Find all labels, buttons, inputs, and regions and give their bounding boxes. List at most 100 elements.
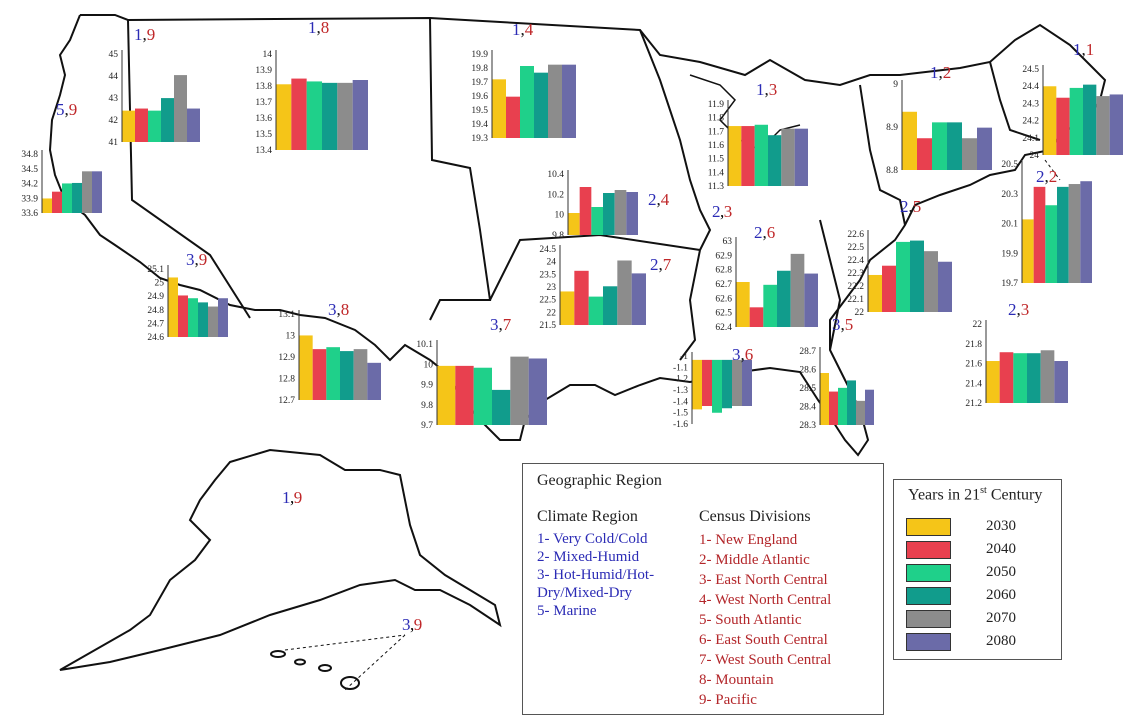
bar-2070 (732, 359, 742, 406)
tick-label: -1.6 (673, 420, 688, 430)
tick-label: 19.8 (471, 64, 488, 74)
bar-2050 (148, 110, 161, 142)
year-swatch (906, 541, 951, 559)
region-label: 3,7 (490, 315, 512, 334)
bar-2030 (568, 213, 580, 235)
bar-2080 (977, 127, 992, 170)
tick-label: 10.2 (547, 190, 564, 200)
tick-label: 13.1 (278, 310, 295, 320)
bar-2070 (790, 253, 805, 327)
bar-2070 (337, 82, 353, 150)
us-map-outline (48, 14, 1107, 691)
bar-2080 (528, 358, 547, 425)
chart-1-2: 9 8.9 8.8 1,2 (886, 63, 992, 176)
tick-label: 22.5 (539, 296, 556, 306)
bar-2060 (947, 122, 962, 170)
bar-2060 (1057, 186, 1069, 283)
tick-label: 28.5 (799, 384, 816, 394)
bar-2050 (754, 124, 768, 186)
chart-3-5: 28.7 28.6 28.5 28.4 28.3 3,5 (799, 315, 874, 431)
chart-3-9: 25.1 25 24.9 24.8 24.7 24.6 3,9 (147, 250, 228, 343)
bar-2030 (299, 335, 313, 400)
chart-1-1: 24.5 24.4 24.3 24.2 24.1 24 1,1 (1022, 40, 1123, 161)
year-label: 2030 (986, 518, 1016, 534)
chart-2-3: 22 21.8 21.6 21.4 21.2 2,3 (965, 300, 1068, 409)
year-swatch (906, 518, 951, 536)
tick-label: 62.7 (715, 280, 732, 290)
census-division-list: 1- New England 2- Middle Atlantic 3- Eas… (699, 530, 885, 710)
tick-label: 11.8 (708, 114, 725, 124)
bar-2050 (306, 81, 322, 150)
tick-label: 24.2 (1022, 117, 1039, 127)
tick-label: -1.5 (673, 409, 688, 419)
chart-2-5: 22.6 22.5 22.4 22.3 22.2 22.1 22 2,5 (847, 197, 952, 318)
tick-label: 14 (263, 50, 273, 60)
bar-2060 (910, 240, 924, 312)
wnc-enc-border (639, 29, 712, 251)
region-label: 1,8 (308, 18, 329, 37)
tick-label: 13.5 (255, 130, 272, 140)
bar-2040 (917, 138, 932, 170)
bar-2030 (692, 359, 702, 410)
bar-2070 (82, 171, 92, 213)
bar-2080 (742, 359, 752, 406)
bar-2070 (174, 75, 187, 142)
bar-2040 (741, 126, 755, 186)
tick-label: -1.2 (673, 375, 688, 385)
bar-2080 (938, 261, 952, 312)
region-label: 2,6 (754, 223, 775, 242)
enc-mid-atlantic-border (859, 84, 906, 226)
tick-label: 11.3 (708, 182, 725, 192)
chart-3-6: -1-1.1 -1.2-1.3-1.4 -1.5-1.6 3,6 (673, 345, 753, 430)
chart-2-6: 63 62.9 62.8 62.7 62.6 62.5 62.4 2,6 (715, 223, 818, 333)
tick-label: 34.8 (21, 150, 38, 160)
region-label: 3,8 (328, 300, 349, 319)
tick-label: 28.6 (799, 366, 816, 376)
year-row-2050: 2050 (906, 564, 1056, 584)
bar-2040 (829, 391, 838, 425)
region-label: 2,7 (650, 255, 672, 274)
year-swatch (906, 610, 951, 628)
tick-label: 24.8 (147, 306, 164, 316)
tick-label: 63 (723, 237, 733, 247)
climate-region-title: Climate Region (537, 508, 638, 525)
mountain-wnc-border (429, 17, 492, 321)
census-item: 4- West North Central (699, 592, 832, 608)
tick-label: 13.6 (255, 114, 272, 124)
tick-label: 19.7 (471, 78, 488, 88)
region-label: 1,2 (930, 63, 951, 82)
ne-mid-atlantic-border (989, 61, 1041, 141)
climate-item: 1- Very Cold/Cold (537, 531, 648, 547)
census-item: 7- West South Central (699, 652, 832, 668)
bar-2050 (591, 207, 603, 235)
tick-label: 22 (547, 308, 557, 318)
region-label: 2,4 (648, 190, 670, 209)
tick-label: -1.4 (673, 397, 688, 407)
tick-label: 62.9 (715, 251, 732, 261)
year-label: 2060 (986, 587, 1016, 603)
bar-2050 (473, 367, 492, 425)
bar-2060 (198, 302, 208, 337)
bar-2040 (749, 307, 764, 327)
bar-2050 (932, 122, 947, 170)
bar-2080 (562, 64, 576, 138)
tick-label: -1 (680, 352, 688, 362)
tick-label: 24.4 (1022, 82, 1039, 92)
bar-2030 (1043, 86, 1057, 155)
tick-label: 28.7 (799, 347, 816, 357)
bar-2060 (322, 82, 338, 150)
tick-label: 11.9 (708, 100, 725, 110)
tick-label: 13.8 (255, 82, 272, 92)
tick-label: 13 (286, 332, 296, 342)
chart-1-3: 11.9 11.8 11.7 11.6 11.5 11.4 11.3 1,3 (708, 80, 808, 192)
tick-label: 23.5 (539, 270, 556, 280)
tick-label: 9.8 (552, 231, 564, 241)
tick-label: 22.3 (847, 269, 864, 279)
tick-label: 11.6 (708, 141, 725, 151)
bar-2060 (1083, 84, 1097, 155)
census-item: 1- New England (699, 532, 798, 548)
bar-2050 (712, 359, 722, 413)
year-swatch (906, 587, 951, 605)
bar-2040 (178, 295, 188, 337)
year-label: 2050 (986, 564, 1016, 580)
